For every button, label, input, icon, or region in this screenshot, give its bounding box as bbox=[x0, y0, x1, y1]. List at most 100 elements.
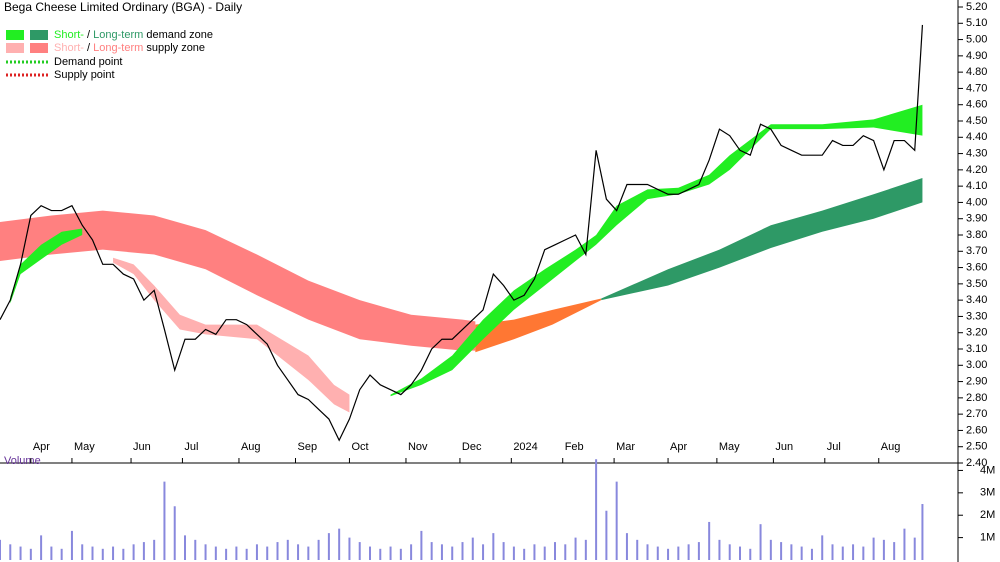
volume-bar bbox=[40, 535, 43, 560]
zone-band bbox=[0, 210, 476, 351]
volume-bar bbox=[564, 544, 567, 560]
volume-bar bbox=[646, 544, 649, 560]
volume-bar bbox=[235, 546, 238, 560]
volume-bar bbox=[543, 546, 546, 560]
volume-bar bbox=[893, 542, 896, 560]
y-tick-label: 4.70 bbox=[966, 82, 987, 94]
volume-bar bbox=[420, 530, 423, 560]
y-tick-label: 3.10 bbox=[966, 343, 987, 355]
y-tick-label: 4.30 bbox=[966, 147, 987, 159]
volume-bar bbox=[225, 548, 228, 560]
volume-bar bbox=[739, 546, 741, 560]
legend-label: Demand point bbox=[54, 56, 123, 68]
legend-swatch bbox=[6, 30, 24, 40]
volume-bar bbox=[584, 539, 587, 560]
volume-bar bbox=[112, 546, 115, 560]
y-tick-label: 4.80 bbox=[966, 66, 987, 78]
x-tick-label: May bbox=[719, 441, 740, 453]
y-tick-label: 5.10 bbox=[966, 17, 987, 29]
volume-bar bbox=[636, 539, 639, 560]
y-tick-label: 4.10 bbox=[966, 180, 987, 192]
volume-bar bbox=[204, 544, 207, 560]
legend-label-part: Long-term bbox=[93, 42, 143, 54]
volume-bar bbox=[831, 544, 834, 560]
zone-band bbox=[601, 178, 923, 301]
volume-bar bbox=[790, 544, 793, 560]
volume-bar bbox=[523, 548, 526, 560]
y-tick-label: 2.50 bbox=[966, 441, 987, 453]
volume-tick-label: 4M bbox=[980, 464, 995, 476]
volume-bar bbox=[70, 530, 73, 560]
x-tick-label: 2024 bbox=[513, 441, 537, 453]
x-tick-label: Aug bbox=[881, 441, 901, 453]
volume-bar bbox=[132, 544, 135, 560]
y-tick-label: 3.70 bbox=[966, 245, 987, 257]
zone-band bbox=[475, 298, 602, 353]
volume-bar bbox=[297, 544, 300, 560]
legend-label-part: / bbox=[84, 29, 93, 41]
legend-label-part: / bbox=[84, 42, 93, 54]
y-tick-label: 2.60 bbox=[966, 424, 987, 436]
volume-bar bbox=[194, 539, 197, 560]
volume-bar bbox=[697, 542, 700, 560]
volume-bar bbox=[512, 546, 515, 560]
legend-label-part: Short- bbox=[54, 29, 84, 41]
legend-label-part: Long-term bbox=[93, 29, 143, 41]
x-tick-label: Mar bbox=[616, 441, 635, 453]
y-tick-label: 4.00 bbox=[966, 196, 987, 208]
volume-bar bbox=[440, 544, 443, 560]
volume-bar bbox=[348, 537, 351, 560]
y-tick-label: 4.60 bbox=[966, 99, 987, 111]
volume-bar bbox=[769, 539, 772, 560]
volume-bar bbox=[677, 546, 680, 560]
volume-bar bbox=[286, 539, 289, 560]
y-tick-label: 4.90 bbox=[966, 50, 987, 62]
legend-swatch bbox=[6, 43, 24, 53]
y-tick-label: 3.80 bbox=[966, 229, 987, 241]
x-tick-label: Nov bbox=[408, 441, 428, 453]
y-tick-label: 5.20 bbox=[966, 1, 987, 13]
volume-bar bbox=[327, 533, 330, 560]
legend-label: Short- / Long-term demand zone bbox=[54, 29, 213, 41]
x-tick-label: Apr bbox=[670, 441, 687, 453]
volume-bar bbox=[574, 537, 577, 560]
volume-bar bbox=[399, 548, 402, 560]
legend-label-part: demand zone bbox=[143, 29, 213, 41]
y-tick-label: 2.80 bbox=[966, 392, 987, 404]
volume-bar bbox=[317, 539, 320, 560]
x-tick-label: Apr bbox=[33, 441, 50, 453]
x-tick-label: Dec bbox=[462, 441, 482, 453]
y-tick-label: 4.40 bbox=[966, 131, 987, 143]
volume-bar bbox=[882, 539, 885, 560]
volume-bar bbox=[533, 544, 536, 560]
volume-bar bbox=[862, 546, 865, 560]
x-tick-label: May bbox=[74, 441, 95, 453]
volume-bar bbox=[358, 542, 361, 560]
volume-bar bbox=[759, 524, 762, 560]
y-tick-label: 3.90 bbox=[966, 213, 987, 225]
volume-bar bbox=[81, 544, 84, 560]
legend-swatch bbox=[30, 43, 48, 53]
volume-bar bbox=[29, 548, 32, 560]
x-tick-label: Sep bbox=[297, 441, 317, 453]
y-tick-label: 2.90 bbox=[966, 375, 987, 387]
legend-label: Supply point bbox=[54, 69, 115, 81]
volume-bar bbox=[101, 548, 104, 560]
volume-bar bbox=[595, 459, 598, 560]
y-tick-label: 3.20 bbox=[966, 327, 987, 339]
y-tick-label: 3.00 bbox=[966, 359, 987, 371]
volume-bar bbox=[656, 546, 659, 560]
legend-swatch bbox=[30, 30, 48, 40]
volume-bar bbox=[410, 544, 413, 560]
y-tick-label: 2.70 bbox=[966, 408, 987, 420]
volume-bar bbox=[91, 546, 94, 560]
volume-bar bbox=[852, 544, 855, 560]
volume-bar bbox=[872, 537, 875, 560]
volume-bar bbox=[492, 533, 495, 560]
legend-label-part: supply zone bbox=[143, 42, 205, 54]
volume-bar bbox=[214, 546, 217, 560]
volume-bar bbox=[153, 539, 156, 560]
volume-bar bbox=[625, 533, 628, 560]
